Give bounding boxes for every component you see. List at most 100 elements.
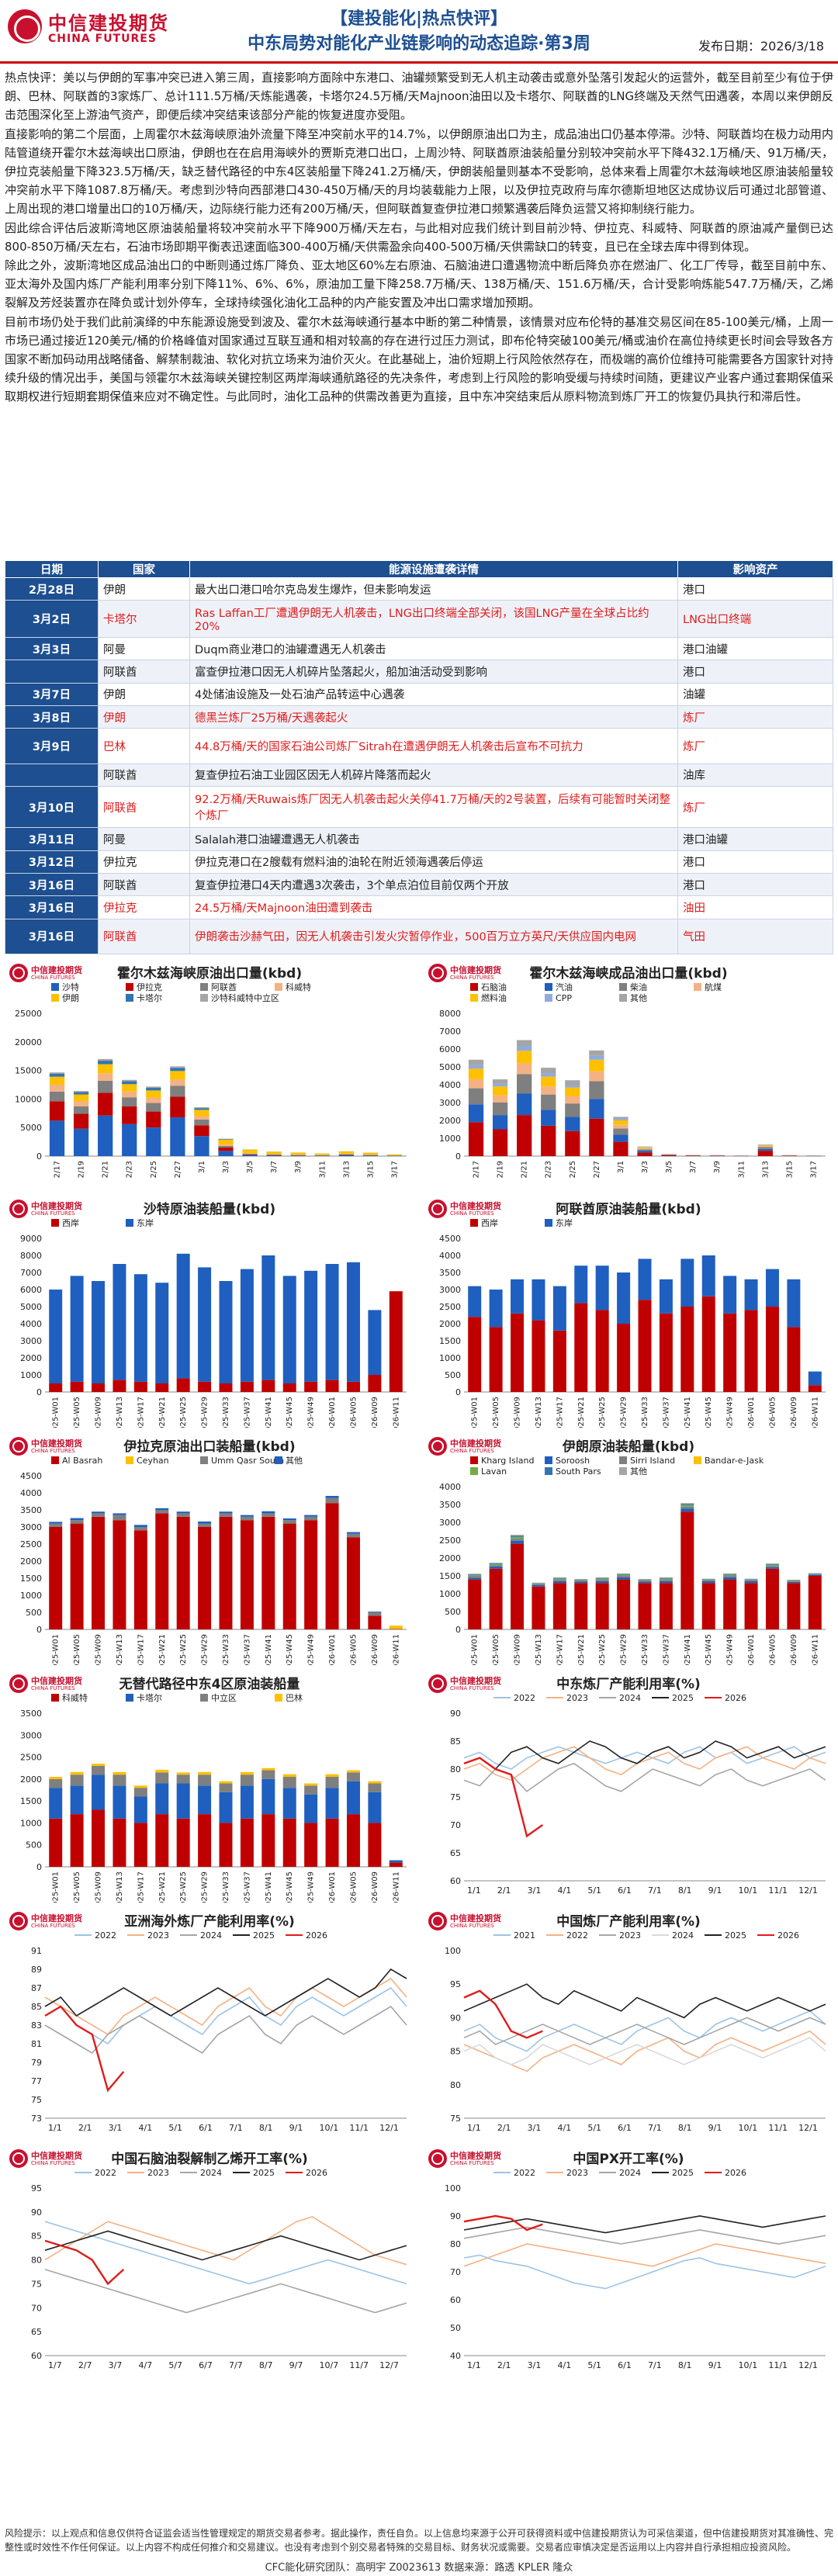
legend-label: 2022 xyxy=(95,1930,116,1941)
chart-svg: 2022 2023 2024 2025 2026 60 65 70 75 80 85 90 95 1/7 2… xyxy=(31,2168,407,2370)
bar-segment xyxy=(613,1124,628,1129)
table-cell-asset: 油田 xyxy=(677,895,833,919)
series-line xyxy=(463,1746,826,1770)
bar-segment xyxy=(240,1774,254,1786)
bar-segment xyxy=(723,1576,737,1577)
legend-swatch xyxy=(200,994,208,1002)
x-tick-label: 2025-W09 xyxy=(95,1634,103,1665)
bar-segment xyxy=(489,1568,503,1629)
table-cell-date xyxy=(5,763,99,788)
bar-segment xyxy=(595,1578,609,1581)
chart-panel: 西岸 东岸 0 500 1000 1500 2000 2500 3000 3500 4000 4500… xyxy=(424,1195,833,1428)
bar-segment xyxy=(517,1063,532,1075)
bar-segment xyxy=(468,1574,482,1576)
bar-segment xyxy=(757,1145,773,1147)
table-row: 3月7日 伊朗 4处储油设施及一处石油产品转运中心遇袭 油罐 xyxy=(5,682,833,707)
legend-label: 2024 xyxy=(200,2168,222,2178)
legend-label: 汽油 xyxy=(556,982,573,992)
bar-segment xyxy=(595,1265,609,1311)
x-tick-label: 5/1 xyxy=(587,1885,601,1896)
bar-segment xyxy=(219,1511,233,1514)
table-cell-date: 2月28日 xyxy=(5,576,99,601)
chart-panel: 科威特 卡塔尔 中立区 巴林 0 500 1000 1500 2000 2500 3000 3500 2… xyxy=(5,1670,414,1903)
table-cell-date: 3月16日 xyxy=(5,872,99,897)
chart-panel: 沙特 伊拉克 阿联酋 科威特 伊朗 卡塔尔 沙特科威特中立区 0 5000 10000 15000 2… xyxy=(5,959,414,1192)
bar-segment xyxy=(98,1064,113,1074)
y-tick-label: 20000 xyxy=(15,1037,42,1047)
x-tick-label: 2/19 xyxy=(497,1161,505,1178)
y-tick-label: 65 xyxy=(450,1848,461,1858)
y-tick-label: 0 xyxy=(36,1387,42,1397)
bar-segment xyxy=(176,1818,190,1867)
legend-label: 2023 xyxy=(147,1930,169,1941)
column-header-date: 日期 xyxy=(5,560,99,578)
x-tick-label: 11/1 xyxy=(768,1885,788,1896)
bar-segment xyxy=(73,1092,89,1095)
chart-title: 中东炼厂产能利用率(%) xyxy=(556,1677,701,1692)
bar-segment xyxy=(744,1581,758,1584)
table-cell-asset: LNG出口终端 xyxy=(677,600,833,638)
chart-logo: 中信建投期货 CHINA FUTURES xyxy=(9,1912,82,1943)
x-tick-label: 2025-W37 xyxy=(243,1397,251,1428)
series-line xyxy=(463,2254,826,2290)
x-tick-label: 2025-W29 xyxy=(201,1397,210,1428)
bar-segment xyxy=(176,1378,190,1392)
bar-segment xyxy=(552,1330,566,1392)
bar-segment xyxy=(659,1578,673,1581)
legend-swatch xyxy=(619,983,627,991)
bar-segment xyxy=(787,1279,801,1328)
bar-segment xyxy=(617,1577,631,1580)
series-line xyxy=(463,1740,826,1771)
chart-legend: Kharg Island Soroosh Sirri Island Bandar-e-… xyxy=(470,1456,764,1477)
bar-segment xyxy=(659,1580,673,1581)
bar-segment xyxy=(552,1577,566,1579)
bar-segment xyxy=(744,1583,758,1629)
bar-segment xyxy=(240,1516,254,1521)
series-line xyxy=(463,1762,826,1792)
chart-logo-en: CHINA FUTURES xyxy=(31,1923,75,1929)
y-tick-label: 80 xyxy=(450,2080,461,2090)
bar-segment xyxy=(765,1566,779,1567)
chart-logo-cn: 中信建投期货 xyxy=(31,1439,82,1449)
x-tick-label: 2025-W25 xyxy=(179,1871,188,1903)
bar-segment xyxy=(468,1577,482,1580)
legend-label: 巴林 xyxy=(286,1692,303,1703)
legend-label: 伊朗 xyxy=(62,993,79,1003)
bar-segment xyxy=(155,1769,169,1773)
x-tick-label: 2025-W25 xyxy=(179,1634,188,1665)
bar-segment xyxy=(49,1777,63,1779)
bar-segment xyxy=(346,1781,360,1815)
bar-segment xyxy=(98,1061,113,1065)
table-cell-country: 伊拉克 xyxy=(98,850,190,874)
bar-segment xyxy=(198,1381,212,1392)
chart-title: 中国炼厂产能利用率(%) xyxy=(556,1914,701,1930)
series-line xyxy=(463,2214,543,2231)
y-tick-label: 91 xyxy=(31,1946,42,1956)
legend-label: 阿联酋 xyxy=(211,982,237,992)
series-line xyxy=(463,1746,826,1781)
x-tick-label: 2025-W01 xyxy=(52,1397,61,1428)
legend-label: 西岸 xyxy=(481,1218,498,1228)
bar-segment xyxy=(808,1385,822,1392)
bar-segment xyxy=(468,1575,482,1577)
bar-segment xyxy=(73,1113,89,1129)
x-tick-label: 2025-W09 xyxy=(95,1871,103,1903)
bar-segment xyxy=(194,1108,210,1110)
y-tick-label: 4000 xyxy=(439,1080,461,1090)
legend-swatch xyxy=(545,983,552,991)
bar-segment xyxy=(517,1046,532,1051)
table-cell-asset: 港口 xyxy=(677,872,833,897)
column-header-asset: 影响资产 xyxy=(677,560,833,578)
x-tick-label: 1/1 xyxy=(48,2123,62,2133)
table-cell-detail: 最大出口港口哈尔克岛发生爆炸，但未影响发运 xyxy=(189,576,678,601)
bar-segment xyxy=(113,1771,126,1775)
table-cell-date: 3月12日 xyxy=(5,850,99,874)
x-tick-label: 7/1 xyxy=(648,2123,662,2133)
legend-label: 卡塔尔 xyxy=(137,993,162,1003)
x-tick-label: 6/1 xyxy=(618,1885,632,1896)
x-tick-label: 2026-W01 xyxy=(328,1634,337,1665)
y-tick-label: 4000 xyxy=(439,1251,461,1261)
chart-logo-en: CHINA FUTURES xyxy=(31,975,75,981)
bar-segment xyxy=(325,1497,339,1504)
bar-segment xyxy=(304,1794,318,1823)
